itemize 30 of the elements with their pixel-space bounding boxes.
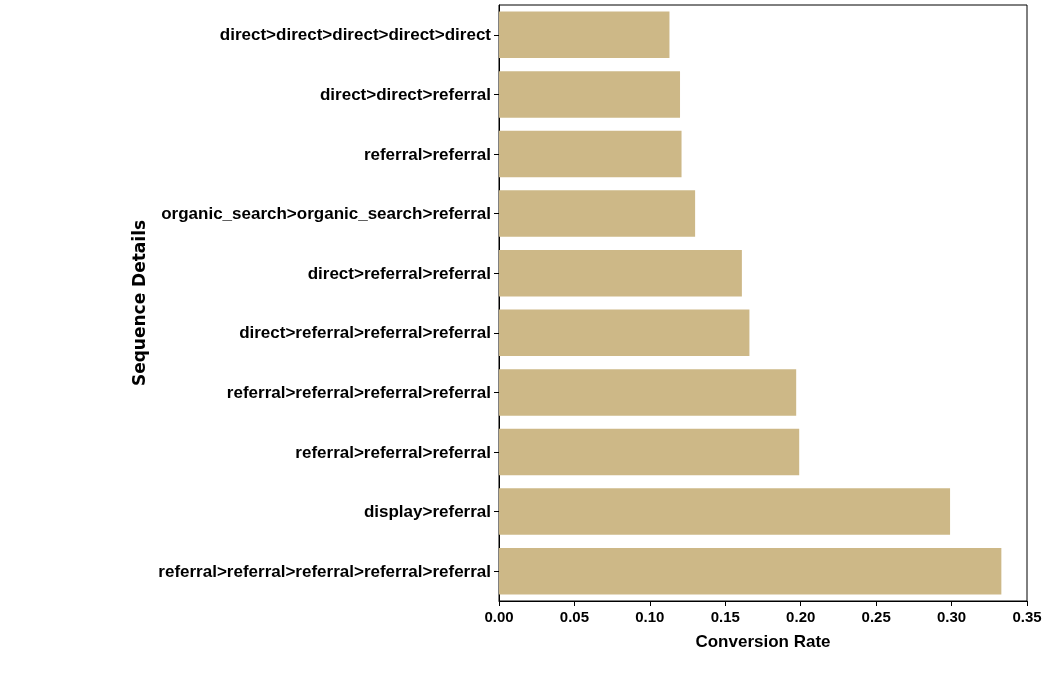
bar [499,547,1002,595]
bar [499,428,800,476]
y-tick-label: display>referral [363,502,491,522]
y-tick-label: referral>referral [363,144,491,164]
y-tick-label: referral>referral>referral>referral [226,382,491,402]
y-axis-title: Sequence Details [128,219,149,387]
bar [499,309,750,357]
bar [499,11,670,59]
x-tick-label: 0.35 [1012,608,1042,625]
y-tick-label: referral>referral>referral>referral>referral [158,561,491,581]
x-axis-title: Conversion Rate [695,632,831,651]
bar [499,249,742,297]
x-tick-label: 0.05 [559,608,590,625]
y-tick-label: direct>direct>referral [319,84,491,104]
x-tick-label: 0.15 [710,608,740,625]
y-tick-label: direct>referral>referral [307,263,491,283]
bar [499,190,696,237]
x-tick-label: 0.00 [484,608,514,625]
x-tick-label: 0.25 [861,608,891,625]
y-tick-label: direct>direct>direct>direct>direct [219,25,492,45]
x-tick-label: 0.30 [936,608,967,625]
y-tick-label: referral>referral>referral [295,442,491,462]
x-tick-label: 0.20 [786,608,816,625]
bar [499,488,951,535]
y-tick-label: organic_search>organic_search>referral [161,204,491,224]
bar [499,71,681,118]
bar [499,369,797,416]
y-tick-label: direct>referral>referral>referral [239,323,491,343]
bar [499,130,682,178]
x-tick-label: 0.10 [635,608,665,625]
